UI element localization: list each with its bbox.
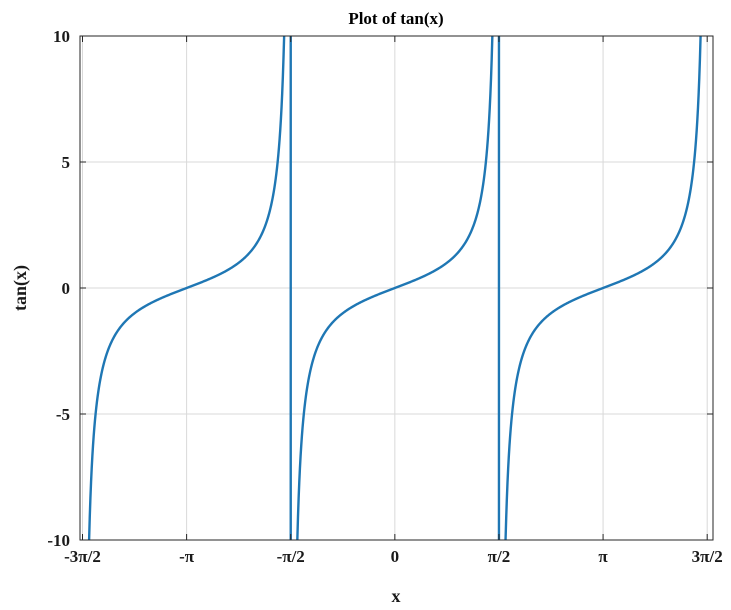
x-tick-label-0: -3π/2 (64, 547, 101, 566)
tick-marks (80, 35, 713, 541)
x-tick-label-1: -π (179, 547, 195, 566)
series-group (87, 35, 702, 541)
y-tick-label-4: 10 (53, 27, 70, 46)
series-line-1 (296, 36, 494, 540)
x-tick-label-3: 0 (391, 547, 400, 566)
y-axis-label: tan(x) (10, 265, 31, 311)
y-tick-label-0: -10 (47, 531, 70, 550)
x-tick-label-6: 3π/2 (692, 547, 723, 566)
y-tick-labels: -10 -5 0 5 10 (47, 27, 70, 550)
y-tick-label-3: 5 (62, 153, 71, 172)
y-tick-label-2: 0 (62, 279, 71, 298)
x-tick-label-2: -π/2 (277, 547, 305, 566)
chart-title: Plot of tan(x) (348, 9, 443, 28)
x-tick-label-4: π/2 (488, 547, 511, 566)
series-line-0 (87, 35, 286, 540)
x-tick-labels: -3π/2 -π -π/2 0 π/2 π 3π/2 (64, 547, 723, 566)
x-tick-label-5: π (598, 547, 608, 566)
x-axis-label: x (392, 586, 401, 606)
y-tick-label-1: -5 (56, 405, 70, 424)
series-line-2 (504, 36, 702, 541)
